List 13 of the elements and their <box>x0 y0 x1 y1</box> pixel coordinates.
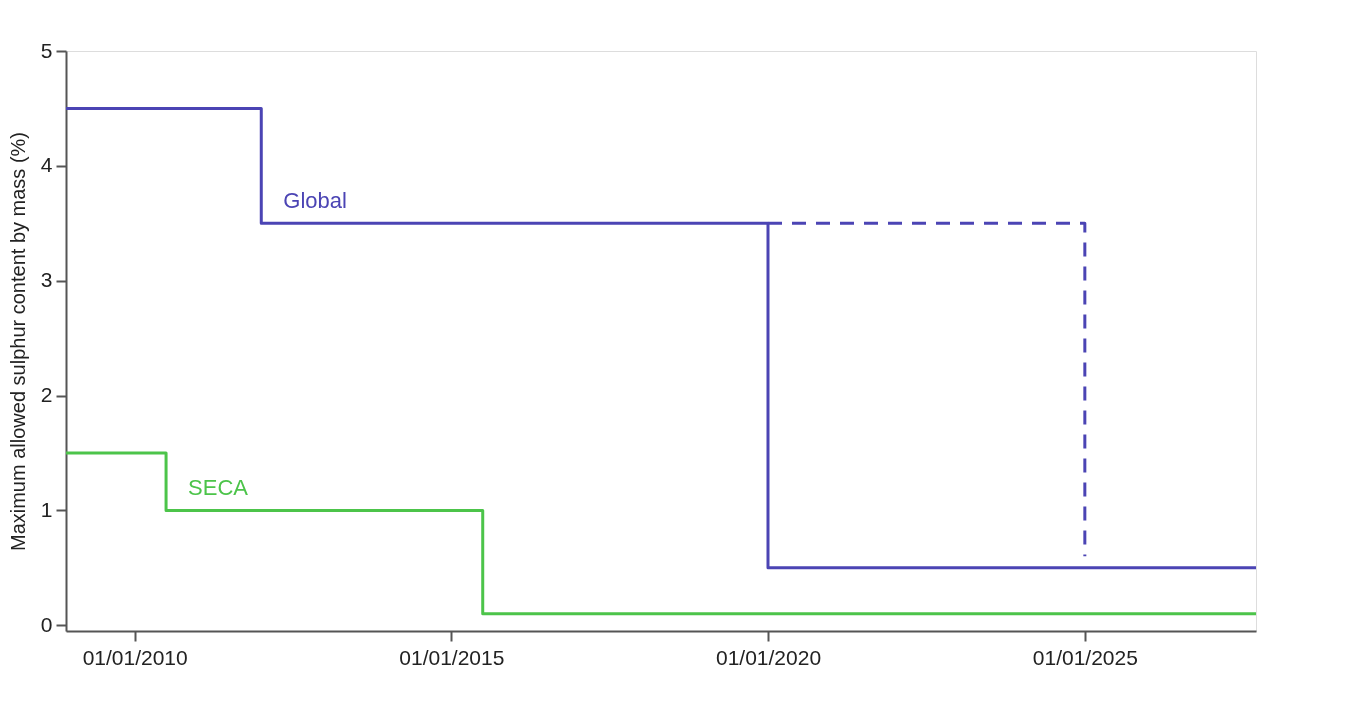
y-axis-title: Maximum allowed sulphur content by mass (%) <box>6 131 29 552</box>
y-tick-label: 0 <box>40 612 53 636</box>
y-tick-label: 4 <box>40 153 53 177</box>
y-tick-label: 3 <box>40 268 53 292</box>
series-label: Global <box>283 188 347 214</box>
x-tick-label: 01/01/2020 <box>715 645 822 669</box>
y-tick-label: 1 <box>40 497 53 521</box>
y-tick-label: 2 <box>40 383 53 407</box>
y-tick-label: 5 <box>40 38 53 62</box>
x-tick-label: 01/01/2010 <box>82 645 188 669</box>
x-tick-label: 01/01/2015 <box>399 645 505 669</box>
series-label: SECA <box>188 475 249 501</box>
x-tick-label: 01/01/2025 <box>1032 645 1138 669</box>
